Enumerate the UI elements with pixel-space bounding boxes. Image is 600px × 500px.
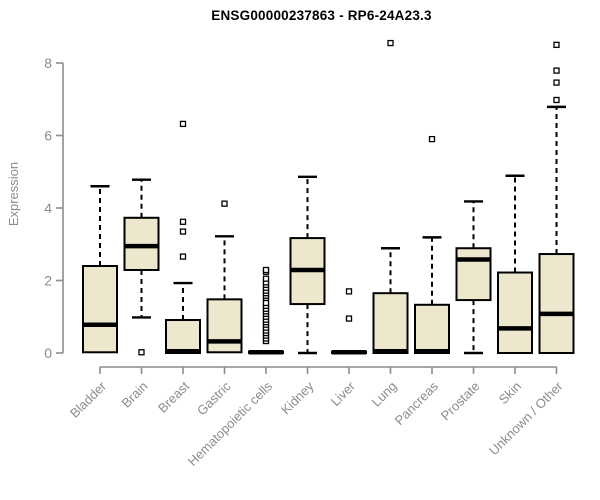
y-axis-tick-label-2: 2 — [44, 273, 52, 289]
box-group-breast — [165, 120, 201, 355]
outlier-point — [179, 228, 187, 235]
box-group-lung — [372, 39, 409, 354]
outlier-point — [387, 39, 394, 47]
box-group-liver — [331, 288, 367, 355]
box-group-skin — [497, 174, 533, 354]
x-axis-label-lung: Lung — [369, 379, 400, 410]
outlier-point — [553, 67, 560, 74]
box-group-brain — [123, 178, 160, 356]
box-bladder — [82, 265, 118, 354]
outlier-point — [221, 200, 228, 207]
x-axis-label-bladder: Bladder — [67, 378, 110, 421]
box-group-gastric — [206, 200, 243, 354]
box-unknown-other — [538, 253, 575, 355]
box-pancreas — [414, 303, 450, 355]
outlier-point — [262, 266, 270, 274]
box-skin — [497, 271, 533, 354]
y-axis-tick-label-4: 4 — [44, 200, 52, 216]
box-gastric — [206, 298, 243, 354]
outlier-point — [179, 120, 187, 128]
box-prostate — [455, 247, 492, 302]
outlier-point — [179, 253, 187, 260]
box-group-hematopoietic-cells — [248, 266, 284, 355]
outlier-point — [262, 275, 270, 282]
y-axis-tick-label-8: 8 — [44, 55, 52, 71]
outlier-point — [428, 135, 436, 143]
x-axis-label-skin: Skin — [496, 379, 524, 407]
box-group-kidney — [289, 175, 326, 355]
outlier-point — [345, 288, 353, 295]
x-axis-label-gastric: Gastric — [194, 378, 234, 418]
y-axis-tick-label-0: 0 — [44, 345, 52, 361]
outlier-point — [138, 349, 145, 356]
outlier-point — [179, 218, 187, 225]
outlier-point — [553, 96, 560, 104]
chart-title: ENSG00000237863 - RP6-24A23.3 — [211, 8, 432, 23]
x-axis-label-breast: Breast — [155, 378, 192, 415]
x-axis-label-unknown-other: Unknown / Other — [486, 378, 566, 458]
x-axis-label-kidney: Kidney — [278, 378, 317, 417]
outlier-point — [553, 79, 560, 86]
outlier-point — [345, 315, 353, 322]
y-axis-tick-label-6: 6 — [44, 128, 52, 144]
x-axis-label-liver: Liver — [328, 378, 359, 409]
outlier-point — [553, 41, 560, 49]
box-lung — [372, 292, 409, 354]
box-group-pancreas — [414, 135, 450, 355]
x-axis-label-prostate: Prostate — [438, 379, 483, 424]
box-breast — [165, 319, 201, 355]
outlier-point — [262, 299, 270, 307]
x-axis-label-pancreas: Pancreas — [392, 378, 442, 428]
box-group-prostate — [455, 200, 492, 355]
x-axis-label-brain: Brain — [119, 379, 151, 411]
box-group-bladder — [82, 185, 118, 354]
box-group-unknown-other — [538, 41, 575, 355]
